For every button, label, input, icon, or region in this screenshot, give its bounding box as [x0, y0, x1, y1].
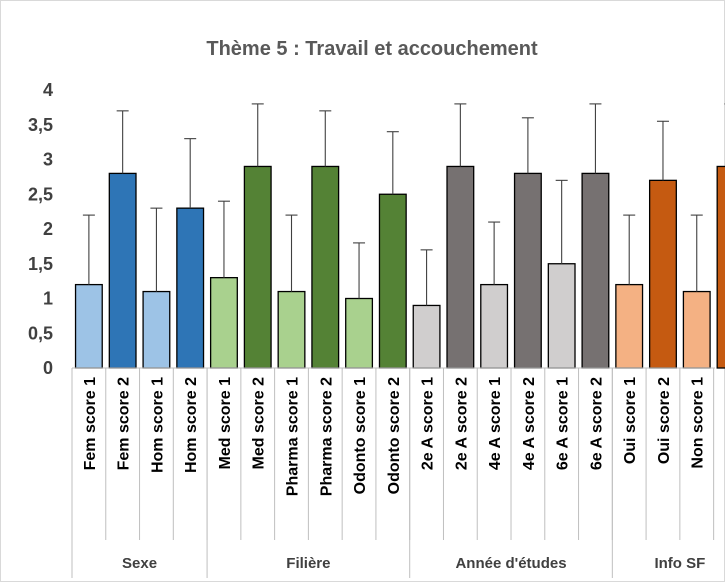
x-tick-label: Odonto score 2 — [386, 377, 403, 494]
x-tick-label: Non score 2 — [724, 377, 725, 469]
bar — [243, 165, 272, 369]
x-tick-label: 4e A score 1 — [487, 377, 504, 470]
y-tick-label: 3 — [43, 150, 53, 170]
x-tick-label: Fem score 1 — [82, 377, 99, 470]
y-tick-label: 0,5 — [28, 323, 53, 343]
x-tick-label: Pharma score 1 — [285, 377, 302, 496]
x-tick-label: 2e A score 1 — [420, 377, 437, 470]
y-tick-label: 2 — [43, 219, 53, 239]
y-tick-label: 2,5 — [28, 184, 53, 204]
bars — [74, 103, 725, 369]
bar — [480, 283, 509, 369]
group-label: Filière — [286, 555, 330, 572]
bar — [311, 165, 340, 369]
group-label: Info SF — [654, 555, 705, 572]
group-label: Sexe — [122, 555, 157, 572]
bar — [615, 283, 644, 369]
bar — [209, 276, 238, 369]
y-tick-label: 0 — [43, 358, 53, 378]
y-axis: 0 0,5 1 1,5 2 2,5 3 3,5 4 — [28, 80, 53, 378]
bar — [277, 290, 306, 369]
y-tick-label: 4 — [43, 80, 53, 100]
x-tick-label: 6e A score 2 — [588, 377, 605, 470]
x-tick-label: Oui score 2 — [656, 377, 673, 464]
x-tick-label: Odonto score 1 — [352, 377, 369, 494]
x-tick-label: Hom score 1 — [149, 377, 166, 473]
x-tick-label: Fem score 2 — [116, 377, 133, 470]
bar — [74, 283, 103, 369]
bar — [378, 193, 407, 369]
bar — [108, 172, 137, 369]
bar — [176, 207, 205, 369]
y-tick-label: 3,5 — [28, 115, 53, 135]
bar — [581, 172, 610, 369]
x-tick-label: Hom score 2 — [183, 377, 200, 473]
y-tick-label: 1 — [43, 289, 53, 309]
x-tick-label: Oui score 1 — [622, 377, 639, 464]
x-tick-label: Non score 1 — [690, 377, 707, 469]
x-tick-label: 4e A score 2 — [521, 377, 538, 470]
bar — [446, 165, 475, 369]
x-tick-label: 6e A score 1 — [555, 377, 572, 470]
y-tick-label: 1,5 — [28, 254, 53, 274]
bar — [716, 165, 725, 369]
bar — [648, 179, 677, 369]
bar — [547, 263, 576, 369]
x-axis: Fem score 1 Fem score 2 Hom score 1 Hom sco… — [71, 367, 725, 578]
bar — [142, 290, 171, 369]
bar — [412, 304, 441, 369]
chart-title: Thème 5 : Travail et accouchement — [206, 38, 538, 60]
x-tick-label: Med score 2 — [251, 377, 268, 470]
bar — [513, 172, 542, 369]
x-tick-label: Pharma score 2 — [318, 377, 335, 496]
bar — [682, 290, 711, 369]
x-tick-label: 2e A score 2 — [453, 377, 470, 470]
x-tick-label: Med score 1 — [217, 377, 234, 470]
bar — [345, 297, 374, 369]
group-label: Année d'études — [455, 555, 566, 572]
